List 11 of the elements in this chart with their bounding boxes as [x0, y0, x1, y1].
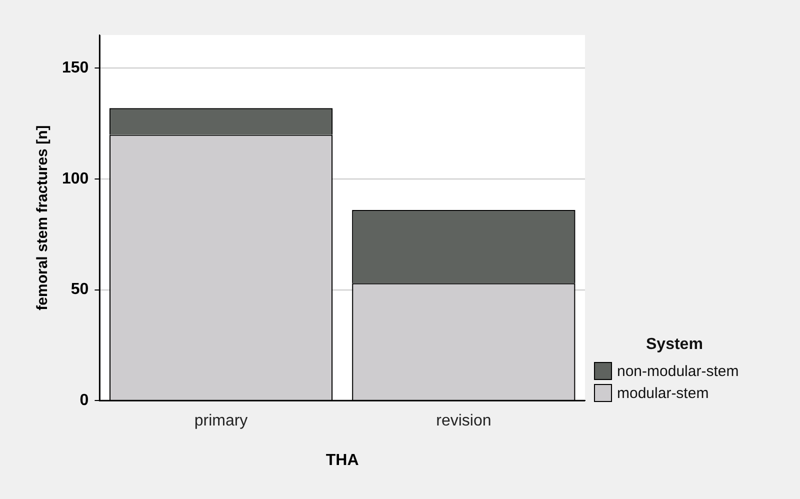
y-tick-label: 150 [62, 60, 89, 77]
x-tick-label: primary [194, 412, 248, 430]
text: modular-stem [617, 384, 709, 402]
legend-title: System [646, 336, 704, 354]
y-axis-title: femoral stem fractures [n] [34, 125, 52, 310]
y-tick-label: 100 [62, 170, 89, 188]
legend-label: non-modular-stem [617, 362, 739, 380]
y-tick-label: 50 [70, 281, 89, 298]
x-tick-label: revision [436, 412, 492, 430]
x-axis-title: THA [326, 452, 360, 469]
y-tick-label: 0 [80, 392, 89, 410]
